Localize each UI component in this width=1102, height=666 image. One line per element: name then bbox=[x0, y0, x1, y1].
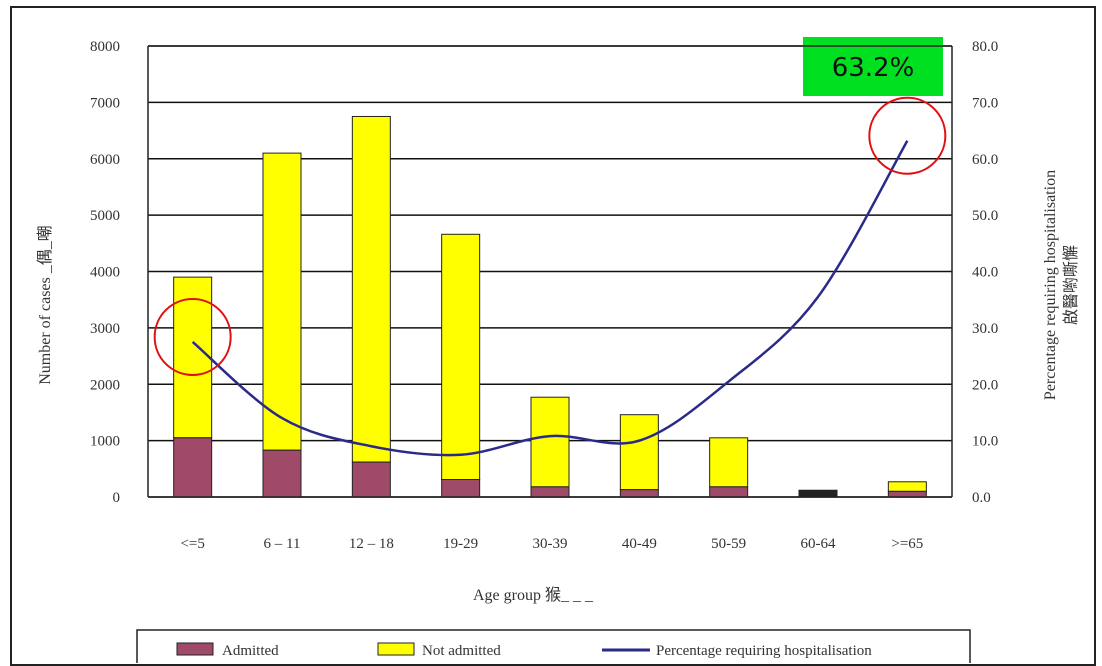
y-tick-right: 80.0 bbox=[972, 39, 998, 55]
bar-admitted-4 bbox=[531, 487, 569, 497]
y-tick-left: 1000 bbox=[90, 434, 120, 450]
y-tick-right: 30.0 bbox=[972, 321, 998, 337]
bar-not-admitted-6 bbox=[710, 438, 748, 487]
y-tick-left: 5000 bbox=[90, 208, 120, 224]
y-ticks-left: 0 1000 2000 3000 4000 5000 6000 7000 8000 bbox=[90, 39, 120, 506]
bar-not-admitted-8 bbox=[888, 482, 926, 492]
y-tick-right: 40.0 bbox=[972, 265, 998, 281]
bar-admitted-7 bbox=[799, 491, 837, 497]
x-tick-label: 60-64 bbox=[801, 536, 836, 552]
x-ticks: <=5 6 – 11 12 – 18 19-29 30-39 40-49 50-59 60-6… bbox=[180, 536, 923, 552]
bar-not-admitted-1 bbox=[263, 153, 301, 450]
legend-swatch-admitted bbox=[177, 643, 213, 655]
y-tick-right: 70.0 bbox=[972, 95, 998, 111]
x-tick-label: 6 – 11 bbox=[264, 536, 301, 552]
legend-swatch-not-admitted bbox=[378, 643, 414, 655]
y-tick-left: 6000 bbox=[90, 152, 120, 168]
legend-label-percentage: Percentage requiring hospitalisation bbox=[656, 643, 872, 659]
y-axis-label-left: Number of cases _偶_嘲 bbox=[36, 225, 54, 385]
y-axis-label-right: Percentage requiring hospitalisation bbox=[1042, 170, 1059, 400]
bar-admitted-5 bbox=[620, 490, 658, 497]
y-tick-left: 7000 bbox=[90, 95, 120, 111]
x-tick-label: 40-49 bbox=[622, 536, 657, 552]
bar-not-admitted-4 bbox=[531, 397, 569, 487]
bar-admitted-2 bbox=[352, 462, 390, 497]
x-tick-label: 12 – 18 bbox=[349, 536, 394, 552]
y-tick-right: 10.0 bbox=[972, 434, 998, 450]
bar-admitted-3 bbox=[442, 480, 480, 497]
bar-admitted-8 bbox=[888, 491, 926, 497]
bar-not-admitted-3 bbox=[442, 234, 480, 479]
bar-admitted-1 bbox=[263, 450, 301, 497]
y-axis-label-right-2: 啟醫喲嘶懈 bbox=[1062, 245, 1080, 325]
x-tick-label: 19-29 bbox=[443, 536, 478, 552]
y-tick-right: 60.0 bbox=[972, 152, 998, 168]
x-tick-label: 50-59 bbox=[711, 536, 746, 552]
bar-not-admitted-5 bbox=[620, 415, 658, 490]
y-tick-left: 2000 bbox=[90, 377, 120, 393]
legend-label-not-admitted: Not admitted bbox=[422, 643, 501, 659]
y-tick-left: 4000 bbox=[90, 265, 120, 281]
x-axis-label: Age group 猴_ _ _ bbox=[473, 586, 594, 604]
y-tick-right: 50.0 bbox=[972, 208, 998, 224]
legend-label-admitted: Admitted bbox=[222, 643, 279, 659]
annotation-text: 63.2% bbox=[832, 53, 915, 83]
y-tick-left: 0 bbox=[113, 490, 121, 506]
y-tick-left: 8000 bbox=[90, 39, 120, 55]
y-tick-right: 20.0 bbox=[972, 377, 998, 393]
x-tick-label: 30-39 bbox=[533, 536, 568, 552]
bar-not-admitted-2 bbox=[352, 116, 390, 462]
bar-admitted-0 bbox=[174, 438, 212, 497]
legend: Admitted Not admitted Percentage requiri… bbox=[137, 630, 970, 663]
x-tick-label: <=5 bbox=[180, 536, 204, 552]
y-ticks-right: 0.0 10.0 20.0 30.0 40.0 50.0 60.0 70.0 80.0 bbox=[972, 39, 998, 506]
bar-admitted-6 bbox=[710, 487, 748, 497]
x-tick-label: >=65 bbox=[891, 536, 923, 552]
y-tick-right: 0.0 bbox=[972, 490, 991, 506]
y-tick-left: 3000 bbox=[90, 321, 120, 337]
